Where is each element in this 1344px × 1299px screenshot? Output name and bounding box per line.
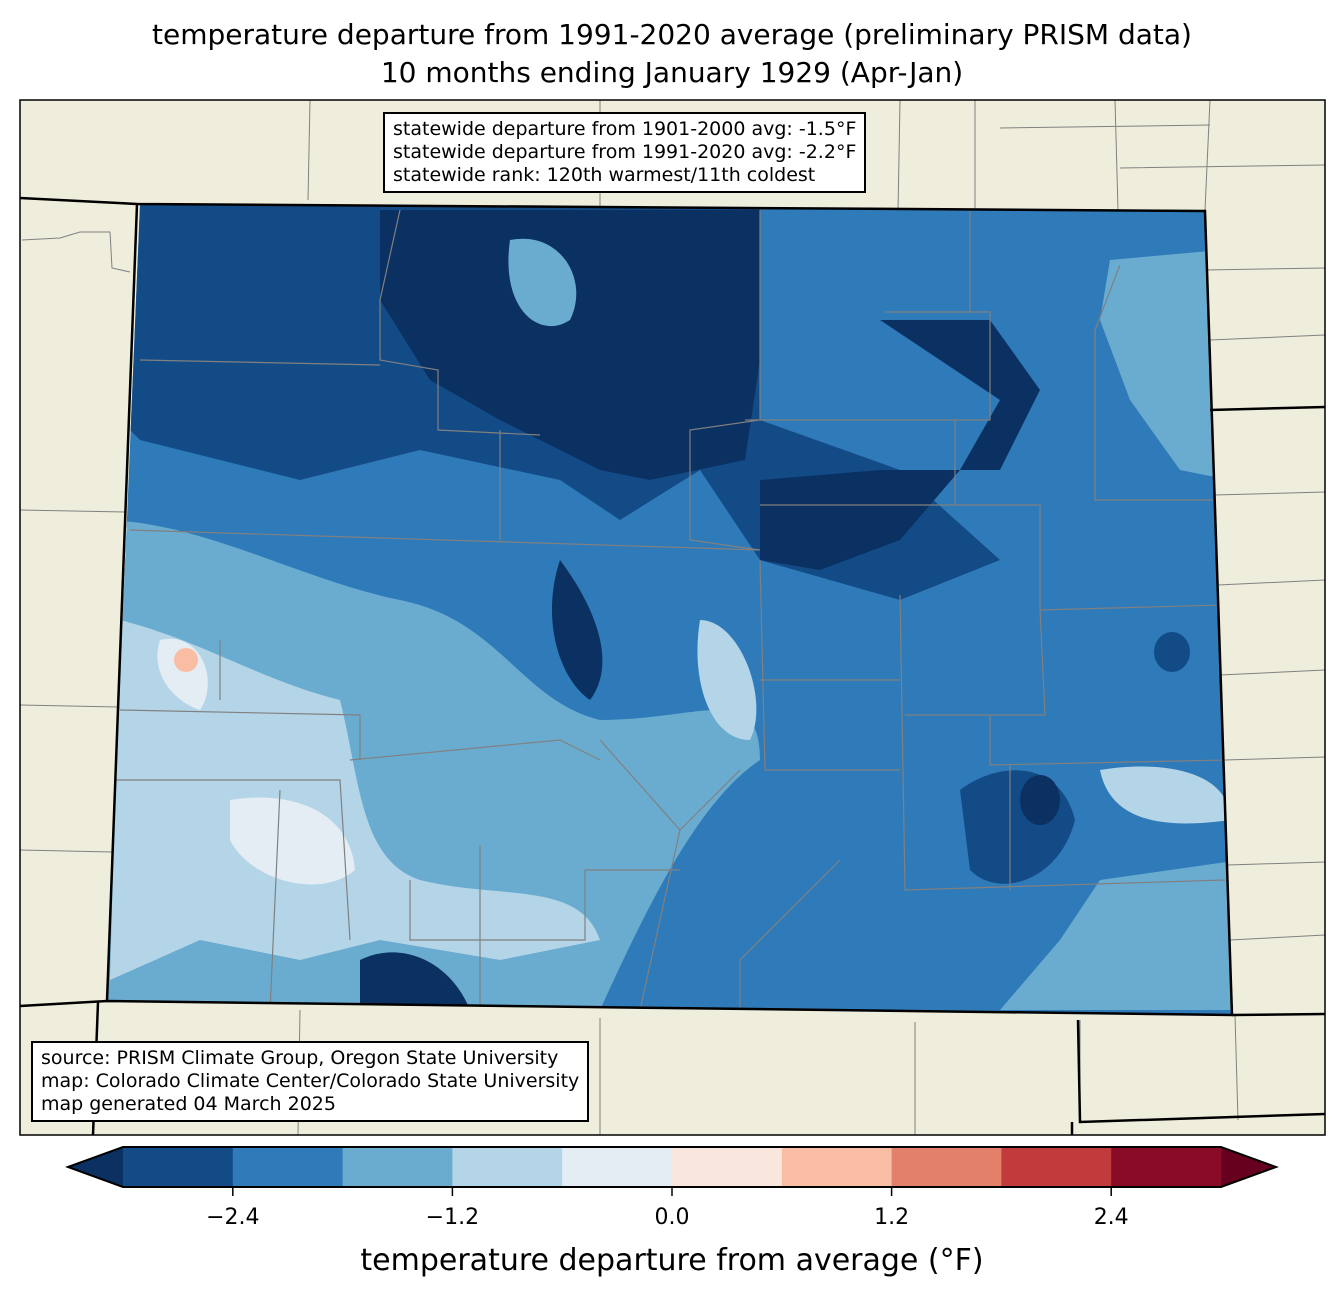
colorbar-bin [1001,1147,1112,1187]
stats-line: statewide departure from 1901-2000 avg: … [393,118,857,140]
colorbar-tick-label: 2.4 [1093,1205,1129,1230]
colorbar-extend-high [1221,1147,1276,1187]
colorbar-bin [232,1147,344,1187]
stats-line: statewide departure from 1991-2020 avg: … [393,141,857,163]
colorbar-bin [123,1147,234,1187]
state-borders [19,196,1326,1136]
colorbar-tick-label: −1.2 [425,1205,480,1230]
colorbar-tick-label: 1.2 [874,1205,910,1230]
colorbar-tick-label: −2.4 [206,1205,260,1230]
county-lines [112,209,1229,1011]
source-line: source: PRISM Climate Group, Oregon Stat… [41,1047,559,1069]
colorbar-bin [891,1147,1002,1187]
temperature-field [107,205,1232,1015]
colorbar-extend-low [68,1147,123,1187]
colorbar-outline [65,1146,1279,1188]
colorbar-bin [342,1147,453,1187]
statewide-stats-box: statewide departure from 1901-2000 avg: … [383,112,867,193]
map-frame [19,99,1326,1136]
map-subtitle: 10 months ending January 1929 (Apr-Jan) [380,56,964,89]
stats-line: statewide rank: 120th warmest/11th colde… [393,164,816,186]
source-line: map generated 04 March 2025 [41,1093,336,1115]
colorbar-bin [672,1147,783,1187]
colorbar-bin [562,1147,673,1187]
colorbar [65,1146,1279,1196]
colorbar-bin [1111,1147,1222,1187]
colorbar-bin [452,1147,563,1187]
colorbar-label: temperature departure from average (°F) [360,1243,984,1278]
colorbar-tick-label: 0.0 [654,1205,690,1230]
source-line: map: Colorado Climate Center/Colorado St… [41,1070,580,1092]
colorbar-bin [781,1147,893,1187]
source-box: source: PRISM Climate Group, Oregon Stat… [31,1041,590,1122]
map-title: temperature departure from 1991-2020 ave… [152,18,1192,51]
